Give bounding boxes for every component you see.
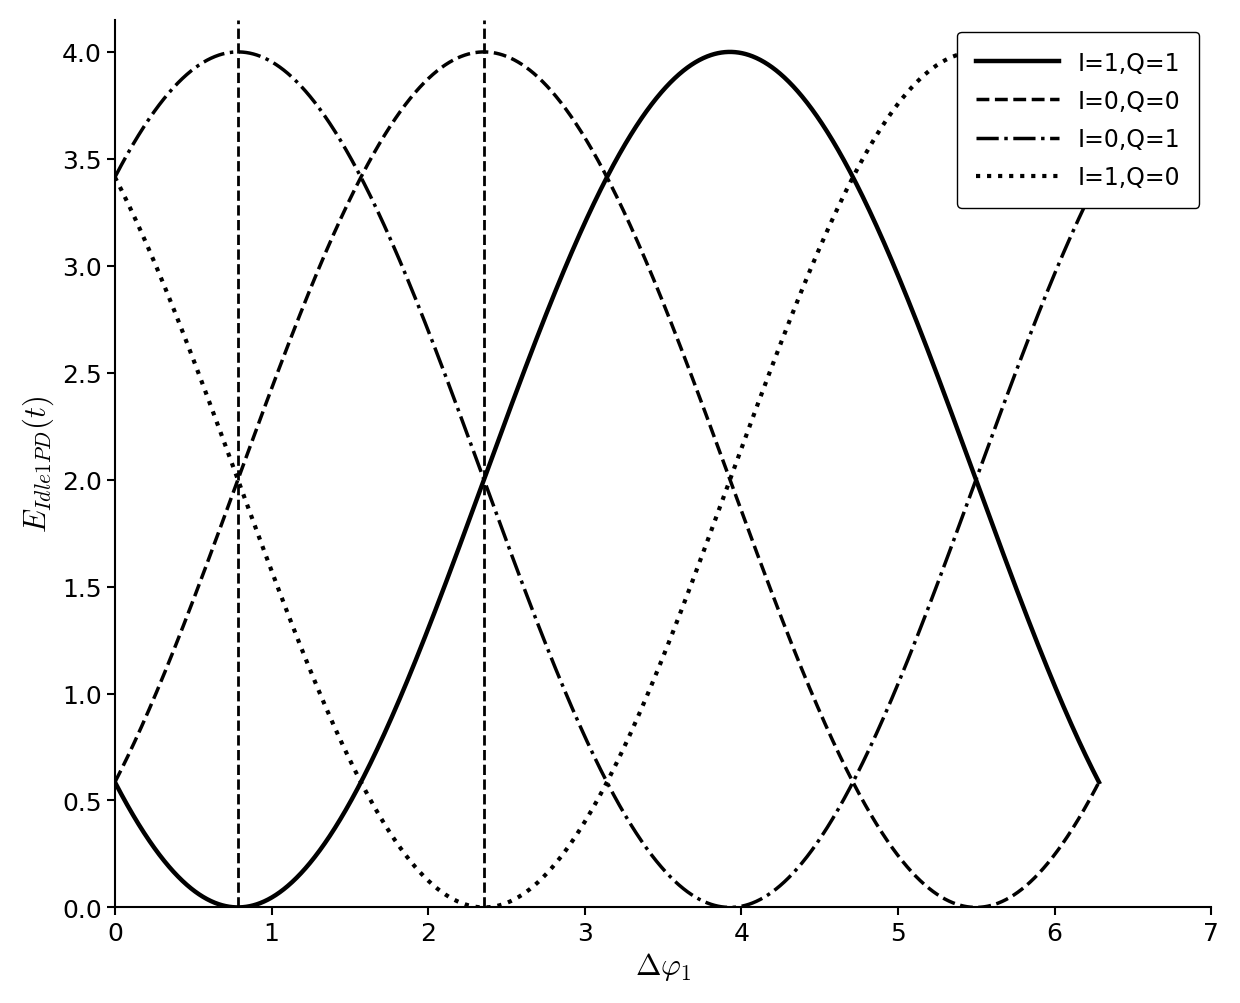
I=0,Q=0 [560, 106, 575, 118]
I=0,Q=1 [1064, 231, 1079, 243]
I=1,Q=1 [883, 253, 898, 265]
I=1,Q=1 [1064, 719, 1079, 731]
I=1,Q=1 [157, 857, 172, 869]
I=1,Q=1 [1064, 718, 1079, 730]
Y-axis label: $E_{Idle1PD}(t)$: $E_{Idle1PD}(t)$ [21, 395, 56, 533]
I=0,Q=1 [1091, 172, 1106, 184]
I=1,Q=0 [883, 109, 898, 121]
Legend: I=1,Q=1, I=0,Q=0, I=0,Q=1, I=1,Q=0: I=1,Q=1, I=0,Q=0, I=0,Q=1, I=1,Q=0 [957, 33, 1199, 209]
I=1,Q=0 [560, 842, 575, 854]
I=1,Q=1 [231, 902, 246, 914]
I=1,Q=1 [587, 199, 601, 211]
I=1,Q=1 [108, 776, 123, 788]
I=1,Q=0 [476, 902, 491, 914]
I=1,Q=1 [560, 256, 575, 268]
I=1,Q=0 [108, 172, 123, 184]
I=0,Q=1 [560, 692, 575, 704]
I=1,Q=0 [968, 47, 983, 59]
I=1,Q=0 [1064, 123, 1079, 135]
I=0,Q=1 [231, 47, 246, 59]
I=0,Q=0 [883, 840, 898, 852]
I=1,Q=1 [723, 47, 738, 59]
I=0,Q=1 [883, 695, 898, 707]
I=0,Q=1 [157, 92, 172, 104]
I=0,Q=1 [1064, 230, 1079, 242]
Line: I=0,Q=1: I=0,Q=1 [115, 53, 1099, 908]
I=0,Q=1 [587, 750, 601, 762]
I=0,Q=0 [968, 902, 983, 914]
I=1,Q=0 [157, 283, 172, 295]
I=0,Q=0 [1064, 824, 1079, 837]
I=0,Q=0 [1064, 825, 1079, 838]
I=0,Q=1 [723, 902, 738, 914]
I=1,Q=1 [1091, 776, 1106, 788]
I=0,Q=0 [108, 776, 123, 788]
Line: I=1,Q=1: I=1,Q=1 [115, 53, 1099, 908]
I=0,Q=1 [108, 172, 123, 184]
Line: I=1,Q=0: I=1,Q=0 [115, 53, 1099, 908]
Line: I=0,Q=0: I=0,Q=0 [115, 53, 1099, 908]
I=0,Q=0 [1091, 776, 1106, 788]
I=1,Q=0 [1064, 123, 1079, 135]
I=0,Q=0 [157, 666, 172, 678]
I=1,Q=0 [1091, 172, 1106, 184]
I=1,Q=0 [587, 800, 601, 812]
X-axis label: $\Delta\varphi_1$: $\Delta\varphi_1$ [635, 950, 691, 982]
I=0,Q=0 [476, 47, 491, 59]
I=0,Q=0 [587, 147, 601, 159]
